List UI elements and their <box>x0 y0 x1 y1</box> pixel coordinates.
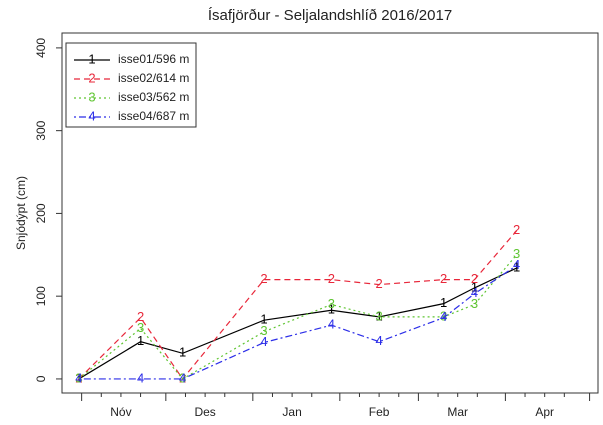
y-axis-label: Snjódýpt (cm) <box>14 176 28 250</box>
point-marker: 4 <box>440 309 447 324</box>
legend-marker: 4 <box>88 108 95 123</box>
point-marker: 3 <box>513 246 520 261</box>
point-marker: 4 <box>471 285 478 300</box>
point-marker: 4 <box>328 317 335 332</box>
point-marker: 3 <box>375 308 382 323</box>
point-marker: 2 <box>75 370 82 385</box>
point-marker: 1 <box>328 302 335 317</box>
point-marker: 2 <box>328 271 335 286</box>
point-marker: 3 <box>260 323 267 338</box>
legend-label: isse01/596 m <box>118 52 189 66</box>
series-line <box>78 230 518 380</box>
y-tick-label: 400 <box>34 38 48 58</box>
point-marker: 3 <box>328 296 335 311</box>
point-marker: 3 <box>137 320 144 335</box>
legend-marker: 1 <box>88 51 95 66</box>
y-tick-label: 300 <box>34 120 48 140</box>
point-marker: 4 <box>260 334 267 349</box>
point-marker: 1 <box>179 345 186 360</box>
point-marker: 1 <box>260 312 267 327</box>
point-marker: 2 <box>375 276 382 291</box>
point-marker: 2 <box>440 271 447 286</box>
point-marker: 3 <box>440 308 447 323</box>
point-marker: 4 <box>75 370 82 385</box>
point-marker: 2 <box>137 309 144 324</box>
chart-title: Ísafjörður - Seljalandshlíð 2016/2017 <box>208 7 452 24</box>
point-marker: 2 <box>179 370 186 385</box>
series-line <box>78 254 518 380</box>
point-marker: 1 <box>375 308 382 323</box>
legend-label: isse03/562 m <box>118 90 189 104</box>
y-tick-label: 100 <box>34 286 48 306</box>
point-marker: 4 <box>375 333 382 348</box>
point-marker: 2 <box>260 271 267 286</box>
y-tick-label: 200 <box>34 203 48 223</box>
point-marker: 3 <box>471 296 478 311</box>
point-marker: 4 <box>513 257 520 272</box>
point-marker: 4 <box>179 370 186 385</box>
x-tick-label: Apr <box>535 405 554 419</box>
point-marker: 2 <box>471 271 478 286</box>
point-marker: 2 <box>513 222 520 237</box>
legend-box <box>65 42 197 128</box>
legend-marker: 2 <box>88 70 95 85</box>
point-marker: 1 <box>75 370 82 385</box>
point-marker: 3 <box>179 370 186 385</box>
y-tick-label: 0 <box>34 375 48 382</box>
point-marker: 1 <box>471 279 478 294</box>
x-tick-label: Des <box>194 405 215 419</box>
legend-label: isse02/614 m <box>118 71 189 85</box>
point-marker: 4 <box>137 370 144 385</box>
point-marker: 3 <box>75 370 82 385</box>
x-tick-label: Mar <box>447 405 468 419</box>
point-marker: 1 <box>137 333 144 348</box>
legend-marker: 3 <box>88 89 95 104</box>
legend-label: isse04/687 m <box>118 109 189 123</box>
x-tick-label: Nóv <box>110 405 131 419</box>
point-marker: 1 <box>440 295 447 310</box>
x-tick-label: Feb <box>369 405 390 419</box>
series-line <box>78 265 517 380</box>
point-marker: 1 <box>513 259 520 274</box>
x-tick-label: Jan <box>282 405 301 419</box>
